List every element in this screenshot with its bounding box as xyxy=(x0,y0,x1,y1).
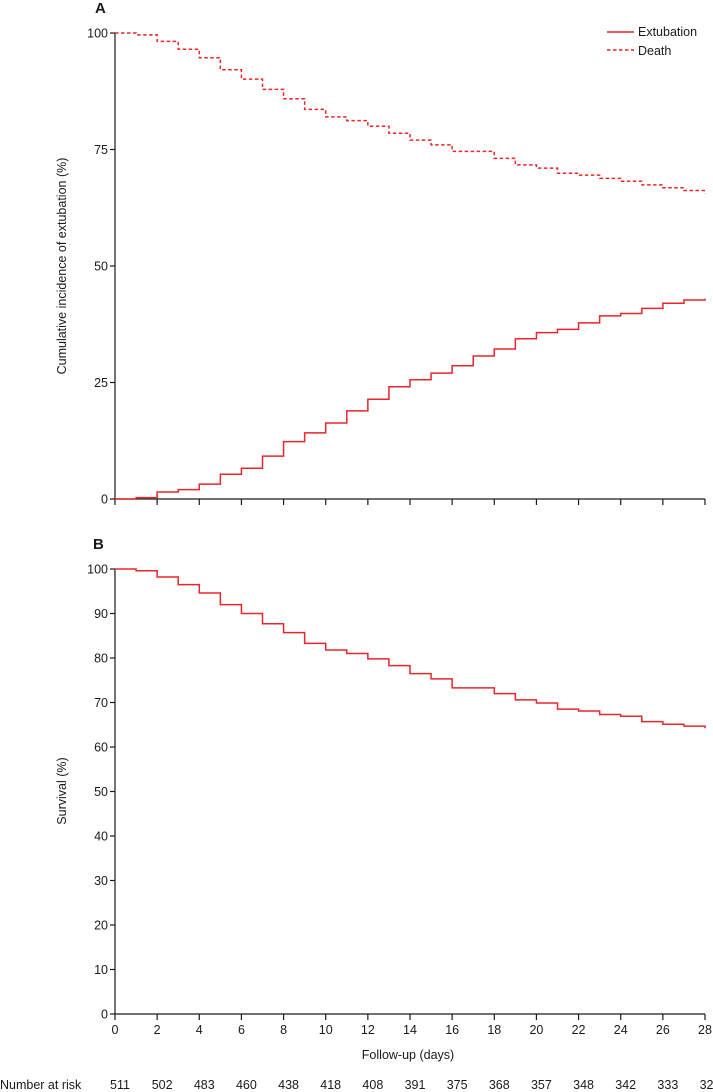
y-tick-label: 50 xyxy=(94,785,108,799)
series-line-survival xyxy=(115,568,706,729)
x-tick-label: 26 xyxy=(656,1023,670,1037)
legend: Extubation Death xyxy=(607,25,697,58)
number-at-risk-label: Number at risk xyxy=(0,1078,82,1092)
y-tick-label: 75 xyxy=(94,143,108,157)
x-tick-label: 28 xyxy=(698,1023,712,1037)
number-at-risk-value: 502 xyxy=(152,1078,173,1092)
y-tick-label: 30 xyxy=(94,874,108,888)
number-at-risk-value: 333 xyxy=(657,1078,678,1092)
x-tick-label: 8 xyxy=(280,1023,287,1037)
number-at-risk-value: 391 xyxy=(405,1078,426,1092)
y-axis-title: Survival (%) xyxy=(55,757,69,824)
y-tick-label: 80 xyxy=(94,652,108,666)
y-tick-label: 60 xyxy=(94,741,108,755)
panel-b-y-axis-title: Survival (%) xyxy=(55,757,69,824)
x-tick-label: 12 xyxy=(361,1023,375,1037)
x-tick-label: 10 xyxy=(319,1023,333,1037)
legend-label-extubation: Extubation xyxy=(638,25,697,39)
number-at-risk-value: 368 xyxy=(489,1078,510,1092)
x-axis-title: Follow-up (days) xyxy=(362,1048,454,1062)
x-tick-label: 22 xyxy=(572,1023,586,1037)
x-tick-label: 4 xyxy=(196,1023,203,1037)
series-line-extubation xyxy=(115,298,706,500)
panel-a-y-axis-title: Cumulative incidence of extubation (%) xyxy=(55,158,69,375)
x-tick-label: 16 xyxy=(445,1023,459,1037)
x-tick-label: 6 xyxy=(238,1023,245,1037)
y-tick-label: 70 xyxy=(94,696,108,710)
number-at-risk-value: 328 xyxy=(700,1078,713,1092)
number-at-risk-value: 511 xyxy=(110,1078,130,1092)
number-at-risk-value: 408 xyxy=(362,1078,383,1092)
panel-b: B Survival (%) Follow-up (days) Number a… xyxy=(0,536,713,1092)
y-tick-label: 20 xyxy=(94,919,108,933)
y-tick-label: 40 xyxy=(94,830,108,844)
x-tick-label: 0 xyxy=(112,1023,119,1037)
y-tick-label: 0 xyxy=(101,1008,108,1022)
y-tick-label: 100 xyxy=(87,563,108,577)
y-tick-label: 0 xyxy=(101,493,108,507)
panel-b-label: B xyxy=(93,536,104,553)
y-tick-label: 25 xyxy=(94,376,108,390)
y-tick-label: 10 xyxy=(94,963,108,977)
x-tick-label: 14 xyxy=(403,1023,417,1037)
legend-label-death: Death xyxy=(638,44,671,58)
x-tick-label: 2 xyxy=(154,1023,161,1037)
series-line-death xyxy=(115,32,706,194)
number-at-risk-value: 438 xyxy=(278,1078,299,1092)
number-at-risk-value: 342 xyxy=(615,1078,636,1092)
x-tick-label: 18 xyxy=(487,1023,501,1037)
number-at-risk-value: 418 xyxy=(320,1078,341,1092)
number-at-risk-value: 348 xyxy=(573,1078,594,1092)
y-tick-label: 100 xyxy=(87,27,108,41)
number-at-risk-value: 375 xyxy=(447,1078,468,1092)
panel-a-label: A xyxy=(95,0,106,17)
number-at-risk-value: 460 xyxy=(236,1078,257,1092)
panel-a: A Cumulative incidence of extubation (%)… xyxy=(55,0,706,507)
number-at-risk-value: 357 xyxy=(531,1078,552,1092)
number-at-risk-value: 483 xyxy=(194,1078,215,1092)
y-tick-label: 50 xyxy=(94,260,108,274)
y-axis-title: Cumulative incidence of extubation (%) xyxy=(55,158,69,375)
y-tick-label: 90 xyxy=(94,607,108,621)
x-tick-label: 20 xyxy=(529,1023,543,1037)
x-tick-label: 24 xyxy=(614,1023,628,1037)
